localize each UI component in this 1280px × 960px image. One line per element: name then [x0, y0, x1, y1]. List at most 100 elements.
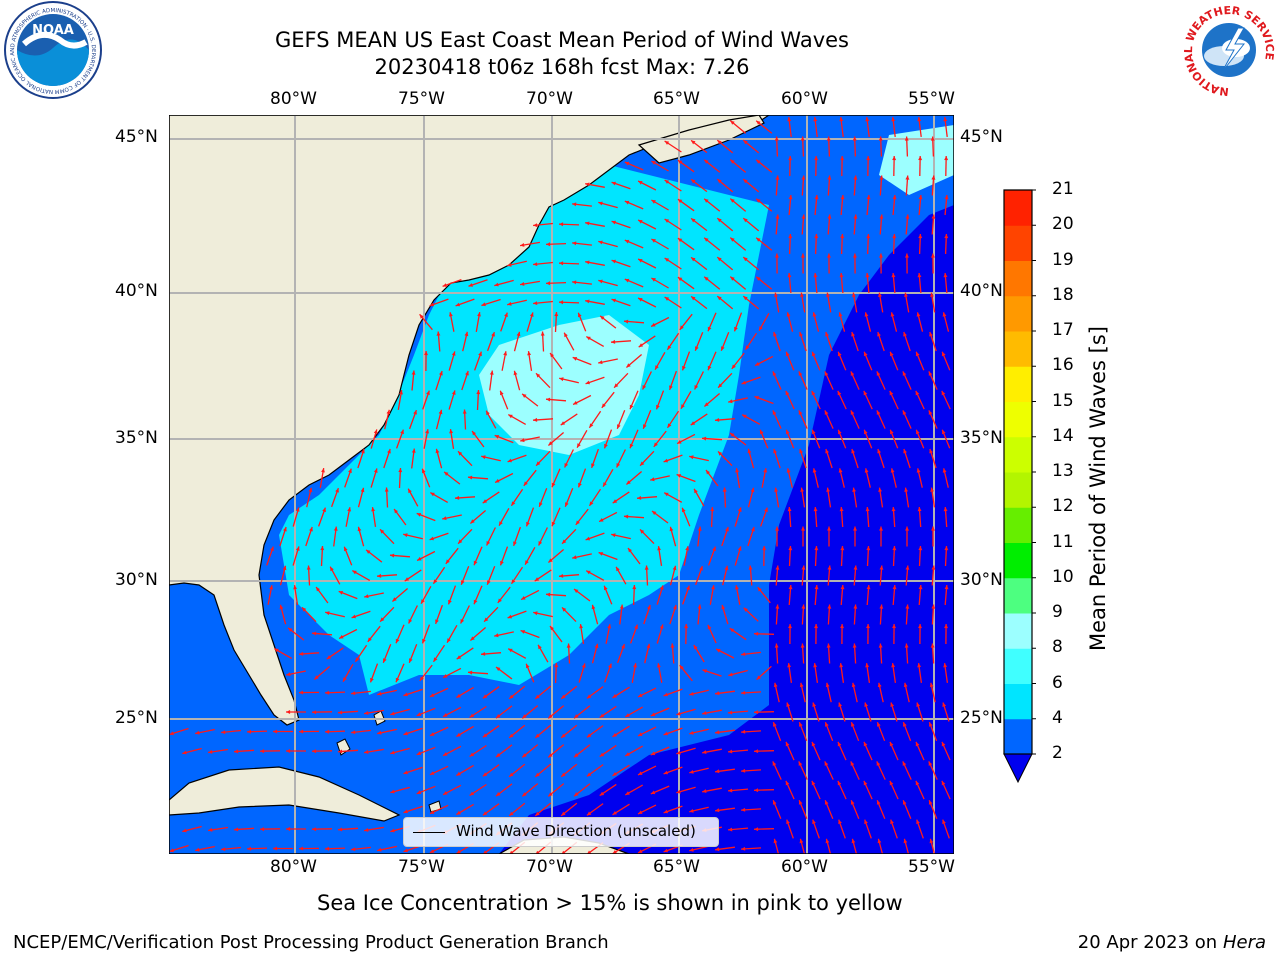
wave-direction-arrowhead — [373, 429, 378, 434]
wave-direction-arrowhead — [694, 488, 698, 494]
wave-direction-arrowhead — [942, 468, 947, 473]
wave-direction-arrowhead — [546, 397, 551, 402]
wave-direction-arrowhead — [348, 468, 352, 473]
wave-direction-arrowhead — [628, 548, 632, 553]
wave-direction-arrowhead — [594, 643, 599, 649]
wave-direction-arrowhead — [838, 819, 842, 824]
wave-direction-arrowhead — [760, 429, 764, 435]
wave-direction-arrowhead — [877, 722, 881, 727]
wave-direction-arrowhead — [617, 424, 621, 429]
wave-direction-arrowhead — [715, 808, 720, 813]
wave-direction-arrowhead — [902, 371, 907, 376]
wave-direction-arrowhead — [801, 253, 805, 258]
wave-direction-arrowhead — [825, 332, 829, 337]
wave-direction-arrowhead — [473, 560, 478, 566]
wave-direction-arrowhead — [915, 351, 920, 357]
wave-direction-arrowhead — [715, 730, 720, 735]
wave-direction-arrowhead — [651, 322, 656, 327]
wave-direction-arrowhead — [481, 302, 486, 307]
wave-direction-arrowhead — [944, 234, 949, 239]
wave-direction-arrowhead — [373, 468, 378, 473]
wave-direction-arrowhead — [443, 752, 448, 756]
wave-direction-arrowhead — [943, 117, 948, 122]
wave-direction-arrowhead — [403, 731, 408, 736]
wave-direction-arrowhead — [699, 566, 703, 571]
wave-direction-arrowhead — [707, 624, 712, 630]
wave-direction-arrowhead — [392, 597, 397, 602]
wave-direction-arrowhead — [548, 441, 553, 446]
wave-direction-arrowhead — [325, 690, 330, 695]
lon-label-top-70w: 70°W — [526, 89, 573, 109]
lat-label-left-25n: 25°N — [115, 708, 158, 728]
wave-direction-arrowhead — [931, 253, 935, 258]
wave-direction-arrowhead — [905, 565, 910, 570]
colorbar-cell — [1004, 295, 1032, 332]
wave-direction-arrowhead — [905, 214, 910, 219]
wave-direction-arrowhead — [729, 628, 735, 633]
wave-direction-arrowhead — [735, 585, 739, 590]
wave-direction-arrowhead — [715, 847, 720, 852]
wave-direction-arrowhead — [904, 487, 908, 492]
wave-direction-arrowhead — [755, 362, 760, 366]
wave-direction-arrowhead — [879, 175, 884, 180]
wave-direction-arrowhead — [754, 749, 759, 754]
lat-label-left-30n: 30°N — [115, 570, 158, 590]
wave-direction-arrowhead — [931, 604, 936, 609]
wave-direction-arrowhead — [773, 332, 777, 337]
wave-direction-arrowhead — [891, 663, 896, 668]
wave-direction-arrowhead — [799, 722, 803, 727]
wave-direction-arrowhead — [260, 749, 265, 754]
wave-direction-arrowhead — [943, 273, 948, 278]
wave-direction-arrowhead — [619, 604, 624, 609]
wave-direction-arrowhead — [697, 526, 702, 531]
noaa-logo-text: NOAA — [32, 23, 74, 38]
wave-direction-arrowhead — [663, 458, 669, 463]
wave-direction-arrowhead — [788, 546, 793, 551]
period-band-6-8 — [479, 315, 649, 455]
wave-direction-arrowhead — [535, 733, 540, 738]
wave-direction-arrowhead — [852, 292, 856, 297]
wave-direction-arrowhead — [624, 278, 630, 283]
wave-direction-arrowhead — [931, 565, 936, 570]
wave-direction-arrowhead — [470, 636, 475, 641]
wave-direction-arrowhead — [564, 332, 568, 338]
wave-direction-arrowhead — [559, 261, 564, 266]
wave-direction-arrowhead — [343, 677, 347, 682]
wave-direction-arrowhead — [824, 410, 829, 415]
wave-direction-arrowhead — [942, 312, 947, 317]
wave-direction-arrowhead — [684, 624, 689, 629]
wave-direction-arrowhead — [941, 351, 946, 357]
wave-direction-arrowhead — [535, 772, 540, 777]
wave-direction-arrowhead — [863, 741, 868, 747]
wave-direction-arrowhead — [288, 627, 293, 632]
colorbar — [1003, 189, 1036, 784]
wave-direction-arrowhead — [591, 463, 595, 468]
wave-direction-arrowhead — [915, 390, 920, 396]
wave-direction-arrowhead — [669, 385, 673, 390]
chart-subtitle: 20230418 t06z 168h fcst Max: 7.26 — [374, 55, 750, 79]
wave-direction-arrowhead — [682, 365, 686, 371]
wave-direction-arrowhead — [366, 549, 371, 554]
wave-direction-arrowhead — [704, 198, 709, 203]
colorbar-cell — [1004, 331, 1032, 367]
wave-direction-arrowhead — [629, 404, 634, 410]
wave-direction-arrowhead — [851, 332, 855, 337]
wave-direction-arrowhead — [472, 431, 476, 436]
wave-direction-arrowhead — [455, 495, 460, 500]
lon-label-top-65w: 65°W — [653, 89, 700, 109]
wave-direction-arrowhead — [422, 468, 426, 474]
wave-direction-arrowhead — [850, 371, 855, 376]
wave-direction-arrowhead — [837, 741, 842, 747]
wave-direction-arrowhead — [182, 750, 187, 755]
wave-direction-arrowhead — [743, 140, 748, 145]
wave-direction-arrowhead — [657, 546, 661, 551]
wave-direction-arrowhead — [707, 326, 712, 332]
wave-direction-arrowhead — [338, 710, 343, 715]
wave-direction-arrowhead — [436, 331, 441, 336]
wave-direction-arrowhead — [837, 351, 842, 357]
wave-direction-arrowhead — [786, 429, 790, 435]
wave-direction-arrowhead — [587, 850, 592, 854]
lat-label-right-30n: 30°N — [960, 570, 1003, 590]
wave-direction-arrowhead — [866, 546, 871, 551]
wave-direction-arrowhead — [478, 351, 482, 357]
